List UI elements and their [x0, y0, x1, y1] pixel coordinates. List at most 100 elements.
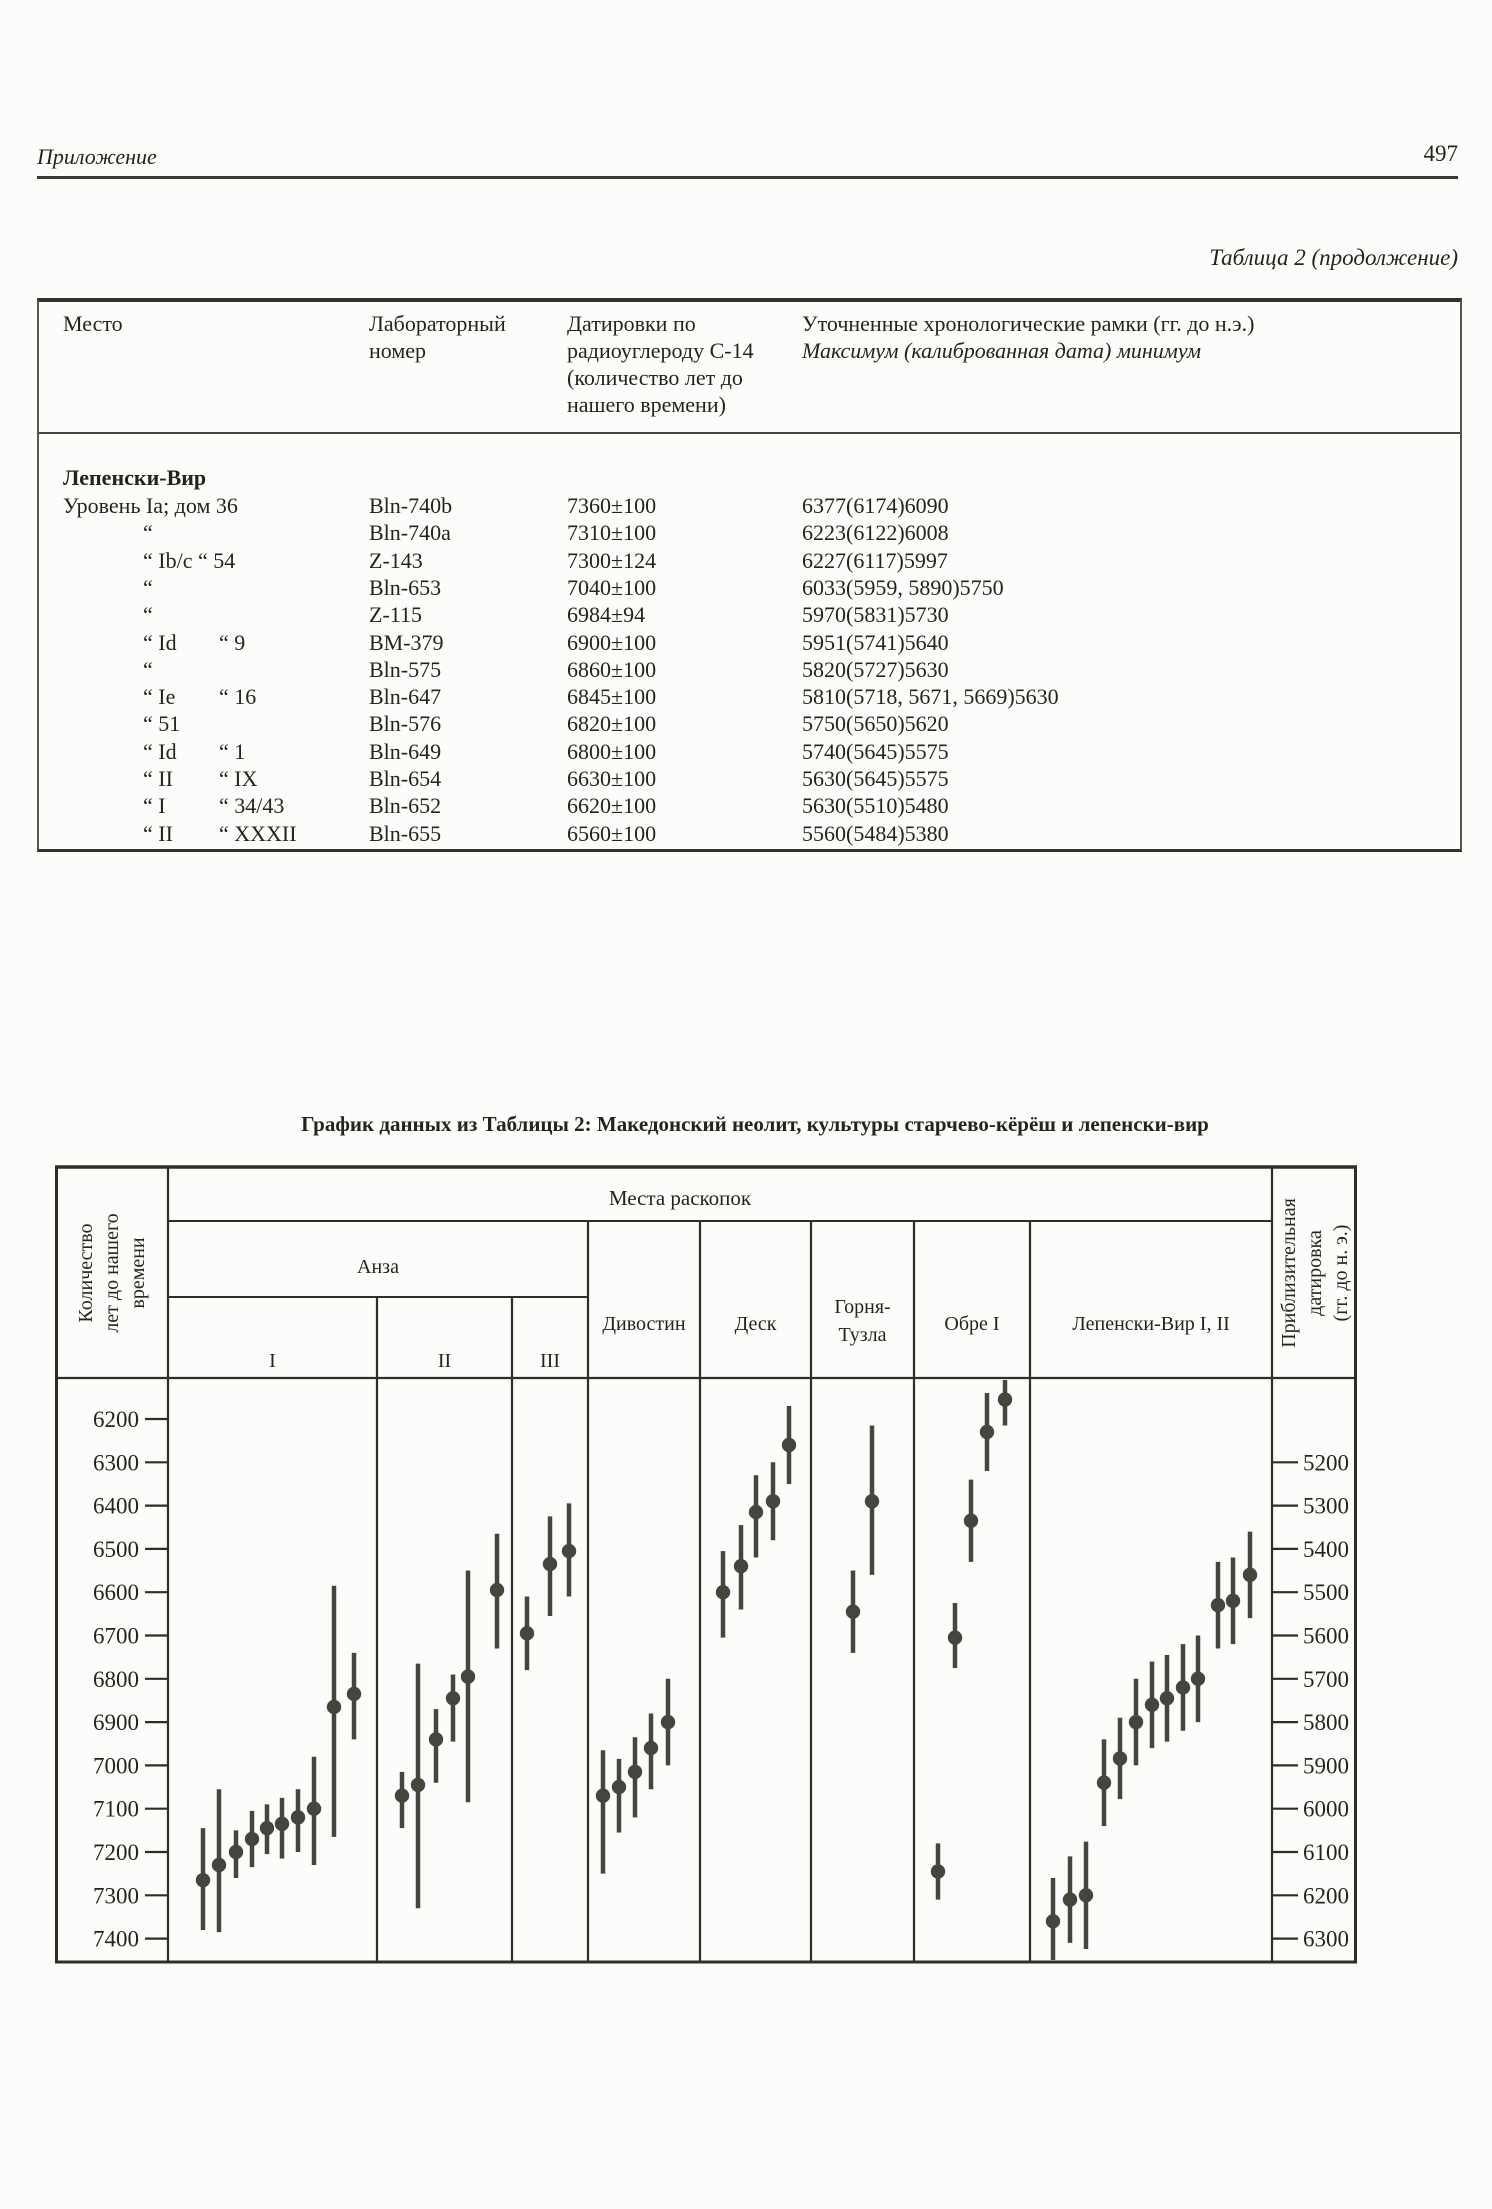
cell-place-sub: “ 16	[219, 684, 257, 710]
right-tick-label: 5500	[1303, 1580, 1349, 1605]
data-point	[1190, 1671, 1206, 1686]
data-point	[930, 1864, 946, 1879]
data-point	[1210, 1597, 1226, 1613]
data-point	[195, 1872, 211, 1888]
data-point	[1144, 1697, 1160, 1712]
cell-c14-date: 6984±94	[567, 602, 646, 628]
table-row: “ 51 Bln-576 6820±100 5750(5650)5620	[39, 710, 1460, 737]
cell-c14-date: 7300±124	[567, 547, 657, 573]
radiocarbon-table: Место Лабораторный номер Датировки по ра…	[37, 298, 1462, 852]
data-point	[997, 1392, 1013, 1407]
chart-title: График данных из Таблицы 2: Македонский …	[301, 1112, 1209, 1136]
data-point	[346, 1686, 362, 1702]
col-header-c14: Датировки по радиоуглероду С-14 (количес…	[567, 310, 754, 418]
column-label: Лепенски-Вир I, II	[1072, 1313, 1230, 1335]
cell-c14-date: 6630±100	[567, 766, 657, 791]
cell-calibrated-range: 5820(5727)5630	[802, 656, 949, 682]
data-point	[211, 1857, 227, 1873]
table-row: Уровень Ia; дом 36 Bln-740b 7360±100 6377(6…	[39, 492, 1460, 519]
data-point	[1128, 1714, 1144, 1730]
data-point	[290, 1810, 306, 1825]
column-label: Деск	[735, 1313, 777, 1335]
cell-c14-date: 7040±100	[567, 574, 657, 600]
column-label-III: III	[540, 1350, 560, 1372]
table-row: “ Id “ 9 BM-379 6900±100 5951(5741)5640	[39, 629, 1460, 656]
cell-calibrated-range: 5560(5484)5380	[802, 820, 949, 846]
col-header-place: Место	[63, 311, 123, 336]
cell-lab-number: Z-115	[369, 602, 422, 628]
left-tick-label: 7300	[93, 1883, 139, 1908]
table-row: “ Id “ 1 Bln-649 6800±100 5740(5645)5575	[39, 738, 1460, 765]
cell-c14-date: 6800±100	[567, 738, 657, 764]
cell-calibrated-range: 6223(6122)6008	[802, 520, 949, 546]
cell-place-sub: “ IX	[219, 766, 258, 791]
column-label-line2: Тузла	[839, 1324, 887, 1346]
page-number: 497	[1423, 141, 1459, 166]
chart-figure: Места раскопок Анза I II III Дивостин Деск Горн…	[55, 1165, 1385, 1965]
table-row: “ Bln-740a 7310±100 6223(6122)6008	[39, 519, 1460, 546]
cell-place-sub: “ XXXII	[219, 820, 297, 846]
right-tick-label: 5300	[1303, 1494, 1349, 1519]
left-tick-label: 6400	[93, 1494, 139, 1519]
data-point	[715, 1585, 731, 1600]
col-header-c14-line1: Датировки по	[567, 311, 696, 336]
right-tick-label: 6200	[1303, 1883, 1349, 1908]
data-point	[259, 1820, 275, 1836]
data-point	[519, 1626, 535, 1641]
table-section-title: Лепенски-Вир	[39, 464, 1460, 491]
cell-c14-date: 6900±100	[567, 629, 657, 655]
data-point	[1242, 1567, 1258, 1583]
data-point	[306, 1801, 322, 1816]
data-point	[428, 1732, 444, 1747]
table-row: “ II “ IX Bln-654 6630±100 5630(5645)5575	[39, 765, 1460, 792]
right-tick-label: 6300	[1303, 1927, 1349, 1952]
table-row: “ II “ XXXII Bln-655 6560±100 5560(5484)5380	[39, 820, 1460, 847]
cell-place: “	[143, 656, 153, 682]
table-row: “ Bln-575 6860±100 5820(5727)5630	[39, 656, 1460, 683]
table-header-separator	[39, 432, 1460, 434]
cell-lab-number: Bln-576	[369, 711, 442, 737]
data-point	[643, 1740, 659, 1756]
col-header-calibrated-line2: Максимум (калиброванная дата) минимум	[802, 338, 1202, 363]
cell-lab-number: Bln-575	[369, 656, 442, 682]
cell-lab-number: Bln-740b	[369, 493, 453, 518]
cell-place: “ I	[143, 793, 166, 819]
table-row: “ Bln-653 7040±100 6033(5959, 5890)5750	[39, 574, 1460, 601]
left-tick-label: 6800	[93, 1667, 139, 1692]
cell-lab-number: Bln-647	[369, 684, 442, 710]
cell-lab-number: Bln-652	[369, 793, 442, 819]
cell-place: “	[143, 520, 153, 546]
data-point	[1045, 1914, 1061, 1929]
left-tick-label: 6900	[93, 1710, 139, 1735]
cell-place-sub: “ 9	[219, 629, 246, 655]
left-tick-label: 6500	[93, 1537, 139, 1562]
right-tick-label: 5900	[1303, 1753, 1349, 1778]
data-point	[611, 1779, 627, 1795]
left-tick-label: 7200	[93, 1840, 139, 1865]
cell-calibrated-range: 5970(5831)5730	[802, 602, 949, 628]
left-tick-label: 6300	[93, 1450, 139, 1475]
col-header-calibrated: Уточненные хронологические рамки (гг. до…	[802, 310, 1254, 364]
data-point	[1159, 1691, 1175, 1706]
data-point	[1175, 1680, 1191, 1695]
cell-place: Уровень Ia; дом 36	[63, 493, 238, 518]
data-point	[1078, 1888, 1094, 1903]
data-point	[1112, 1751, 1128, 1766]
data-point	[963, 1513, 979, 1528]
cell-lab-number: Z-143	[369, 547, 423, 573]
col-header-c14-line3: (количество лет до	[567, 365, 743, 390]
data-point	[542, 1556, 558, 1572]
data-point	[244, 1831, 260, 1847]
cell-calibrated-range: 5750(5650)5620	[802, 711, 949, 737]
anza-group-label: Анза	[357, 1256, 399, 1278]
cell-lab-number: Bln-655	[369, 820, 442, 846]
table-row: “ Ie “ 16 Bln-647 6845±100 5810(5718, 5671, …	[39, 683, 1460, 710]
data-point	[947, 1630, 963, 1645]
column-label-line1: Горня-	[834, 1296, 890, 1318]
y-axis-title-right: Приблизительная датировка (гг. до н. э.)	[1278, 1198, 1352, 1348]
data-point	[845, 1604, 861, 1619]
cell-calibrated-range: 5740(5645)5575	[802, 738, 949, 764]
right-tick-label: 5700	[1303, 1667, 1349, 1692]
